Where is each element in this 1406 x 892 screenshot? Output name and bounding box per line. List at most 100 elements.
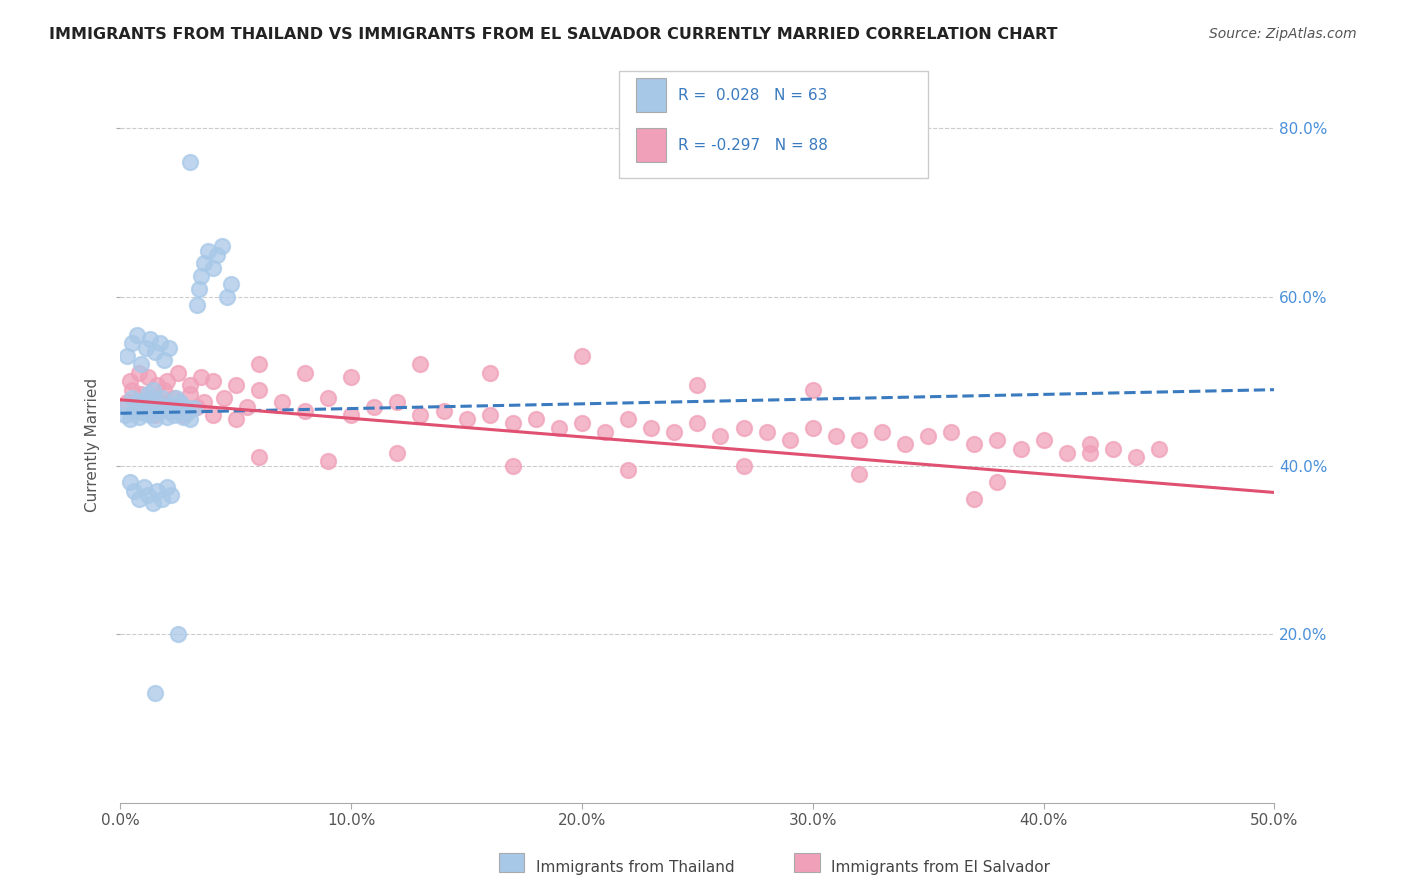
Point — [316, 391, 339, 405]
Point — [456, 412, 478, 426]
Point — [132, 479, 155, 493]
Point — [128, 409, 150, 424]
Point — [387, 395, 409, 409]
Point — [143, 412, 166, 426]
Point — [870, 425, 893, 439]
Point — [432, 403, 454, 417]
Point — [162, 408, 184, 422]
Point — [129, 398, 152, 412]
Point — [187, 282, 209, 296]
Text: Immigrants from Thailand: Immigrants from Thailand — [536, 861, 734, 875]
Point — [1101, 442, 1123, 456]
Point — [117, 400, 139, 414]
Point — [150, 391, 173, 405]
Point — [201, 260, 224, 275]
Point — [1147, 442, 1170, 456]
Point — [160, 488, 183, 502]
Point — [118, 412, 141, 426]
Point — [150, 492, 173, 507]
Point — [129, 358, 152, 372]
Point — [207, 248, 229, 262]
Point — [128, 366, 150, 380]
Point — [664, 425, 686, 439]
Point — [825, 429, 848, 443]
Point — [172, 408, 194, 422]
Point — [524, 412, 547, 426]
Point — [686, 417, 709, 431]
Point — [121, 391, 143, 405]
Point — [146, 378, 169, 392]
Point — [294, 403, 316, 417]
Point — [848, 434, 870, 448]
Point — [214, 391, 236, 405]
Point — [139, 332, 162, 346]
Point — [124, 403, 146, 417]
Point — [894, 437, 917, 451]
Point — [124, 483, 146, 498]
Point — [316, 454, 339, 468]
Point — [143, 408, 166, 422]
Point — [142, 383, 165, 397]
Point — [114, 408, 136, 422]
Point — [571, 349, 593, 363]
Point — [502, 458, 524, 473]
Point — [197, 244, 219, 258]
Point — [1078, 446, 1101, 460]
Point — [709, 429, 731, 443]
Point — [963, 437, 986, 451]
Point — [247, 358, 270, 372]
Point — [160, 398, 183, 412]
Point — [149, 395, 172, 409]
Point — [128, 492, 150, 507]
Point — [617, 412, 640, 426]
Point — [167, 403, 190, 417]
Point — [193, 395, 215, 409]
Point — [179, 412, 201, 426]
Point — [153, 383, 176, 397]
Point — [117, 395, 139, 409]
Point — [617, 463, 640, 477]
Point — [167, 627, 190, 641]
Point — [941, 425, 963, 439]
Point — [640, 420, 662, 434]
Point — [176, 406, 198, 420]
Point — [593, 425, 616, 439]
Point — [225, 412, 247, 426]
Point — [125, 395, 148, 409]
Point — [143, 686, 166, 700]
Point — [225, 378, 247, 392]
Point — [1032, 434, 1054, 448]
Text: IMMIGRANTS FROM THAILAND VS IMMIGRANTS FROM EL SALVADOR CURRENTLY MARRIED CORREL: IMMIGRANTS FROM THAILAND VS IMMIGRANTS F… — [49, 27, 1057, 42]
Point — [409, 408, 432, 422]
Point — [146, 395, 169, 409]
Point — [755, 425, 778, 439]
Point — [271, 395, 294, 409]
Point — [190, 370, 212, 384]
Point — [179, 378, 201, 392]
Point — [157, 403, 180, 417]
Point — [136, 488, 159, 502]
Point — [169, 395, 191, 409]
Point — [986, 434, 1008, 448]
Point — [801, 420, 824, 434]
Point — [136, 387, 159, 401]
Point — [155, 374, 177, 388]
Point — [142, 496, 165, 510]
Point — [986, 475, 1008, 490]
Point — [121, 336, 143, 351]
Point — [155, 409, 177, 424]
Point — [125, 403, 148, 417]
Point — [135, 392, 157, 407]
Point — [153, 400, 176, 414]
Point — [149, 403, 172, 417]
Point — [129, 387, 152, 401]
Point — [121, 383, 143, 397]
Point — [183, 401, 205, 416]
Point — [155, 479, 177, 493]
Point — [118, 374, 141, 388]
Point — [143, 344, 166, 359]
Point — [340, 370, 363, 384]
Point — [733, 420, 755, 434]
Point — [548, 420, 571, 434]
Point — [363, 400, 385, 414]
